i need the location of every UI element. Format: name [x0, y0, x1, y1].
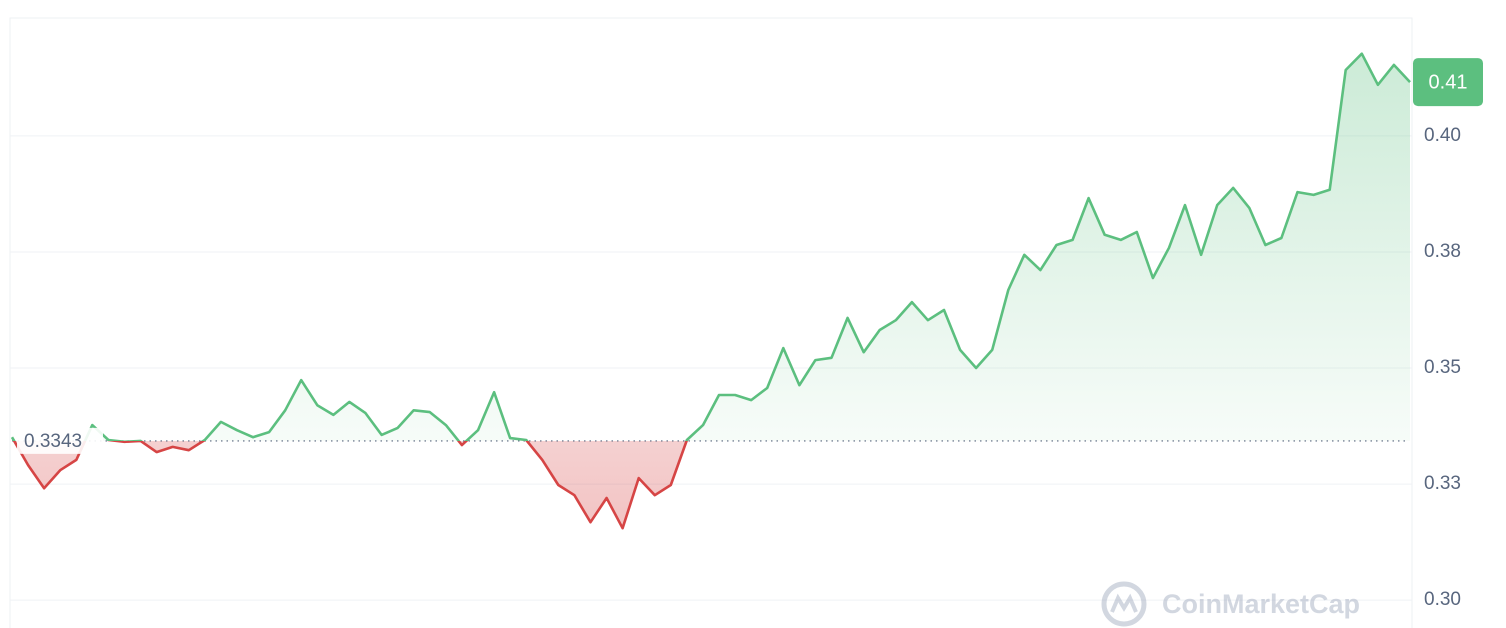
watermark: CoinMarketCap — [1101, 581, 1360, 627]
price-area — [12, 53, 1410, 529]
watermark-logo — [1101, 581, 1147, 627]
current-price-label: 0.41 — [1429, 71, 1468, 93]
watermark-logo-mark — [1110, 593, 1138, 613]
y-tick-label: 0.38 — [1424, 241, 1461, 262]
current-price-badge — [1413, 58, 1483, 107]
y-tick-label: 0.33 — [1424, 473, 1461, 494]
y-tick-label: 0.35 — [1424, 357, 1461, 378]
baseline-label-bg — [17, 427, 103, 454]
y-tick-label: 0.40 — [1424, 125, 1461, 146]
watermark-text: CoinMarketCap — [1162, 589, 1360, 619]
price-line — [10, 52, 1411, 530]
plot-frame — [9, 17, 1413, 628]
baseline-label: 0.3343 — [24, 431, 82, 452]
y-tick-label: 0.30 — [1424, 589, 1461, 610]
